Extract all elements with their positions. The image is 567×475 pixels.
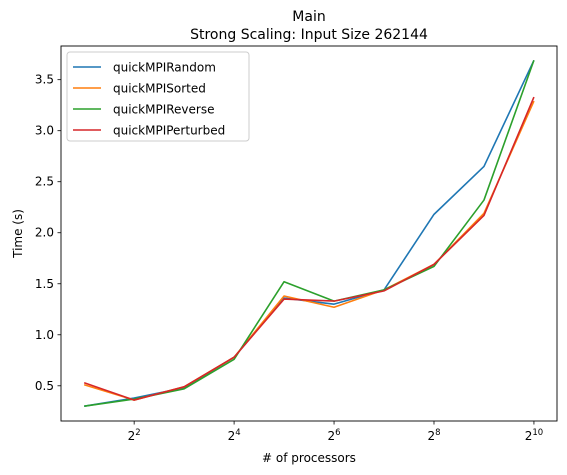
series-line-quickMPISorted [83, 100, 535, 401]
x-axis-ticks: 22 24 26 28 210 [128, 421, 543, 443]
x-axis-label: # of processors [262, 451, 356, 465]
y-axis-ticks: 0.5 1.0 1.5 2.0 2.5 3.0 3.5 [35, 73, 61, 393]
series-lines [83, 59, 535, 407]
chart-subtitle: Strong Scaling: Input Size 262144 [190, 27, 428, 43]
y-tick-label: 1.0 [35, 328, 54, 342]
legend: quickMPIRandom quickMPISorted quickMPIReve… [66, 51, 250, 142]
legend-box [66, 51, 250, 142]
x-tick-label: 24 [228, 428, 241, 443]
y-tick-label: 0.5 [35, 379, 54, 393]
x-tick-label: 28 [427, 428, 440, 443]
y-tick-label: 3.0 [35, 124, 54, 138]
legend-label: quickMPISorted [113, 82, 206, 96]
y-tick-label: 2.0 [35, 226, 54, 240]
y-axis-label: Time (s) [11, 209, 25, 259]
x-tick-label: 26 [328, 428, 341, 443]
legend-items: quickMPIRandom quickMPISorted quickMPIReve… [73, 61, 225, 138]
legend-label: quickMPIPerturbed [113, 124, 225, 138]
legend-label: quickMPIReverse [113, 103, 214, 117]
x-tick-label: 210 [525, 428, 543, 443]
plot-frame [60, 45, 558, 422]
y-tick-label: 2.5 [35, 175, 54, 189]
legend-label: quickMPIRandom [113, 61, 216, 75]
y-tick-label: 1.5 [35, 277, 54, 291]
series-line-quickMPIPerturbed [83, 96, 535, 401]
y-tick-label: 3.5 [35, 73, 54, 87]
x-tick-label: 22 [128, 428, 141, 443]
chart-title: Main [292, 9, 325, 25]
